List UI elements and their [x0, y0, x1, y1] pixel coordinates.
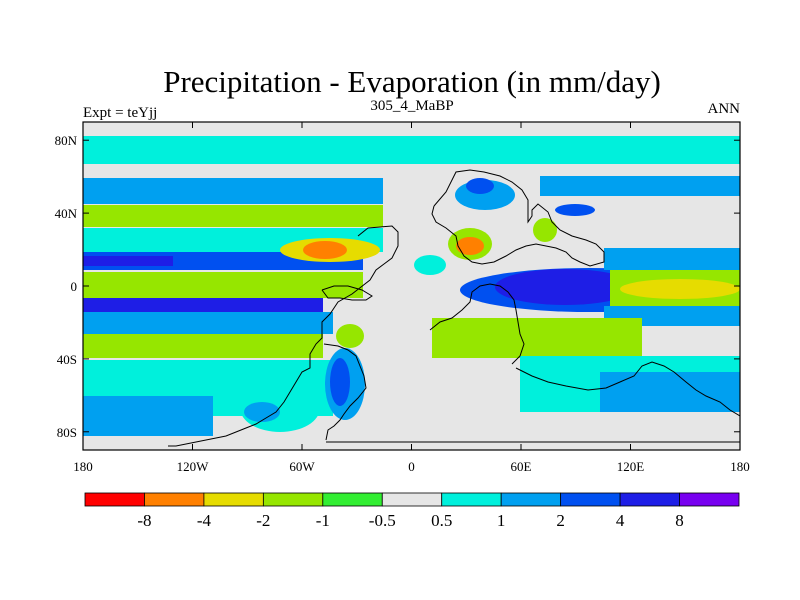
colorbar-label: 1	[497, 511, 506, 530]
pe-field-layer	[83, 136, 740, 436]
field-band	[83, 256, 173, 266]
map-plot-area	[82, 121, 741, 451]
field-blob	[303, 241, 347, 259]
colorbar-box	[679, 492, 740, 507]
period-label: 305_4_MaBP	[370, 98, 453, 114]
colorbar-label: -1	[316, 511, 330, 530]
coastline-southern-landmass	[515, 361, 740, 417]
y-tick-label: 80N	[55, 133, 78, 148]
colorbar-label: 8	[675, 511, 684, 530]
x-tick-label: 120W	[177, 459, 210, 474]
field-blob	[495, 269, 635, 305]
field-band	[600, 372, 740, 412]
colorbar-box	[322, 492, 383, 507]
colorbar-label: -2	[256, 511, 270, 530]
field-band	[432, 318, 642, 358]
coastline-africa	[429, 283, 525, 365]
colorbar-box	[203, 492, 264, 507]
field-band	[83, 136, 740, 164]
y-tick-label: 0	[71, 279, 78, 294]
field-band	[83, 272, 363, 298]
colorbar-label: 4	[616, 511, 625, 530]
field-blob	[456, 237, 484, 255]
colorbar: -8 -4 -2 -1 -0.5 0.5 1 2 4 8	[84, 492, 740, 530]
colorbar-label: -4	[197, 511, 212, 530]
field-band	[83, 396, 213, 436]
x-tick-label: 180	[730, 459, 750, 474]
y-tick-label: 40S	[57, 352, 77, 367]
x-tick-label: 180	[73, 459, 93, 474]
field-blob	[330, 358, 350, 406]
coastline-east-america	[323, 343, 367, 441]
field-band	[540, 176, 740, 196]
colorbar-box	[560, 492, 621, 507]
field-blob	[555, 204, 595, 216]
coastline-americas	[168, 225, 399, 447]
x-tick-label: 60E	[511, 459, 532, 474]
coastline-eurasia	[431, 169, 605, 267]
field-blob	[244, 402, 280, 422]
y-tick-label: 80S	[57, 425, 77, 440]
experiment-label: Expt = teYjj	[83, 105, 157, 121]
field-band	[83, 205, 383, 227]
field-blob	[533, 218, 557, 242]
colorbar-label: -0.5	[369, 511, 396, 530]
coastline-seaway	[321, 285, 373, 301]
field-blob	[466, 178, 494, 194]
colorbar-box	[262, 492, 324, 507]
x-tick-label: 120E	[617, 459, 645, 474]
field-blob	[620, 279, 740, 299]
colorbar-box	[381, 492, 443, 507]
field-band	[83, 312, 333, 334]
colorbar-box	[144, 492, 205, 507]
field-blob	[414, 255, 446, 275]
field-band	[83, 298, 323, 312]
field-band	[83, 334, 323, 358]
season-label: ANN	[708, 101, 741, 117]
x-tick-label: 60W	[289, 459, 315, 474]
field-band	[604, 248, 740, 270]
continent-outlines	[168, 169, 740, 447]
y-axis: 80N 40N 0 40S 80S	[55, 133, 740, 440]
colorbar-box	[619, 492, 680, 507]
field-blob	[336, 324, 364, 348]
colorbar-box	[500, 492, 562, 507]
colorbar-box	[441, 492, 502, 507]
colorbar-label: 2	[556, 511, 565, 530]
field-band	[83, 178, 383, 204]
chart-title: Precipitation - Evaporation (in mm/day)	[163, 64, 661, 99]
x-axis: 180 120W 60W 0 60E 120E 180	[73, 122, 750, 474]
y-tick-label: 40N	[55, 206, 78, 221]
colorbar-label: -8	[137, 511, 151, 530]
colorbar-box	[84, 492, 145, 507]
x-tick-label: 0	[408, 459, 415, 474]
colorbar-label: 0.5	[431, 511, 452, 530]
